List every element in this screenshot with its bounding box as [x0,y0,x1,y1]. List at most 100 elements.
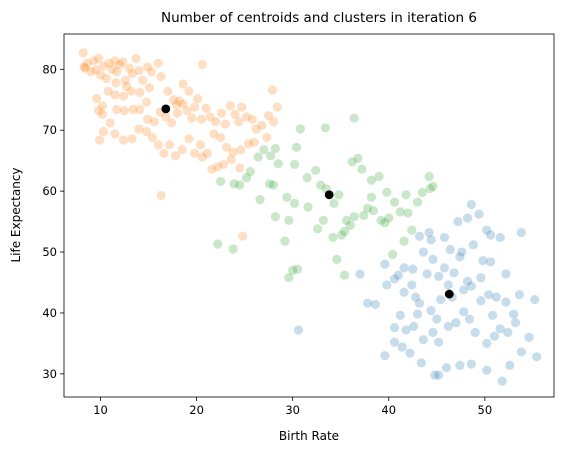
data-point-cluster-2 [401,190,411,200]
data-point-cluster-0 [401,325,411,335]
data-point-cluster-0 [451,318,461,328]
data-point-cluster-0 [426,235,436,245]
data-point-cluster-2 [268,180,279,190]
data-point-cluster-2 [265,179,275,189]
data-point-cluster-0 [439,232,450,243]
data-point-cluster-1 [241,112,252,122]
data-point-cluster-0 [482,225,492,235]
data-point-cluster-0 [485,230,496,240]
data-point-cluster-0 [495,324,505,334]
data-point-cluster-1 [153,58,163,68]
y-tick-label: 40 [42,306,57,320]
data-point-cluster-1 [268,117,279,127]
data-point-cluster-0 [424,227,434,238]
data-point-cluster-2 [241,173,252,183]
data-point-cluster-1 [243,139,254,149]
data-point-cluster-1 [161,112,171,122]
data-point-cluster-1 [190,148,200,158]
data-point-cluster-0 [428,327,438,338]
data-point-cluster-1 [86,67,96,77]
data-point-cluster-0 [370,299,380,310]
y-tick-label: 60 [42,184,57,198]
data-point-cluster-1 [93,53,104,63]
data-point-cluster-2 [341,215,352,225]
data-point-cluster-0 [470,327,480,338]
data-point-cluster-2 [284,215,294,225]
data-point-cluster-0 [455,252,465,262]
data-point-cluster-0 [293,325,304,335]
data-point-cluster-1 [207,164,217,174]
data-point-cluster-0 [505,360,515,370]
data-point-cluster-2 [235,180,245,190]
data-point-cluster-1 [78,48,88,58]
data-point-cluster-1 [82,58,92,68]
data-point-cluster-1 [124,63,134,73]
data-point-cluster-1 [115,59,125,70]
data-point-cluster-1 [89,56,99,66]
data-point-cluster-1 [135,87,145,98]
x-axis-label: Birth Rate [279,429,339,443]
data-point-cluster-1 [237,102,247,112]
data-point-cluster-1 [171,100,182,110]
data-point-cluster-1 [238,231,248,241]
data-point-cluster-1 [142,97,152,107]
data-point-cluster-2 [376,215,386,225]
data-point-cluster-0 [516,347,526,357]
data-point-cluster-2 [357,164,367,174]
data-point-cluster-2 [228,244,238,254]
data-point-cluster-0 [439,263,450,273]
data-point-cluster-1 [197,59,207,70]
data-point-cluster-0 [530,294,540,305]
data-point-cluster-2 [320,123,330,133]
data-point-cluster-0 [434,271,444,282]
data-point-cluster-0 [399,263,409,273]
data-point-cluster-1 [127,68,137,79]
data-point-cluster-1 [225,101,235,111]
data-point-cluster-1 [209,129,219,139]
plot-frame [63,33,555,398]
data-point-cluster-2 [407,225,417,235]
centroids-layer [161,104,454,299]
data-point-cluster-1 [197,152,207,162]
data-point-cluster-0 [503,327,513,338]
data-point-cluster-1 [221,142,231,152]
data-point-cluster-0 [414,231,425,241]
data-point-cluster-2 [366,175,377,185]
data-point-cluster-1 [184,134,194,144]
data-point-cluster-0 [459,307,469,317]
data-point-cluster-0 [416,358,427,368]
data-point-cluster-1 [216,132,226,143]
data-point-cluster-2 [359,210,369,221]
data-point-cluster-2 [289,198,300,208]
data-point-cluster-2 [284,273,294,283]
data-point-cluster-1 [94,135,105,145]
data-point-cluster-2 [334,190,344,200]
data-point-cluster-1 [190,102,200,112]
data-point-cluster-1 [104,58,114,68]
data-point-cluster-1 [147,132,157,143]
data-points-layer [78,48,542,386]
data-point-cluster-2 [389,197,400,207]
data-point-cluster-1 [228,147,238,157]
data-point-cluster-0 [491,292,501,302]
data-point-cluster-0 [501,269,511,279]
data-point-cluster-2 [374,171,384,182]
data-point-cluster-1 [93,106,104,116]
data-point-cluster-0 [482,365,492,375]
data-point-cluster-1 [213,162,223,172]
data-point-cluster-1 [257,120,267,130]
data-point-cluster-0 [382,280,392,290]
data-point-cluster-2 [347,157,357,167]
data-point-cluster-2 [229,179,239,189]
data-point-cluster-0 [466,359,476,369]
data-point-cluster-1 [159,148,169,158]
data-point-cluster-0 [441,363,451,373]
centroid-marker [161,104,171,114]
data-point-cluster-2 [363,203,373,213]
data-point-cluster-0 [453,216,463,227]
data-point-cluster-1 [247,114,257,124]
data-point-cluster-0 [395,310,405,320]
centroid-marker [324,190,334,200]
data-point-cluster-1 [184,86,194,96]
